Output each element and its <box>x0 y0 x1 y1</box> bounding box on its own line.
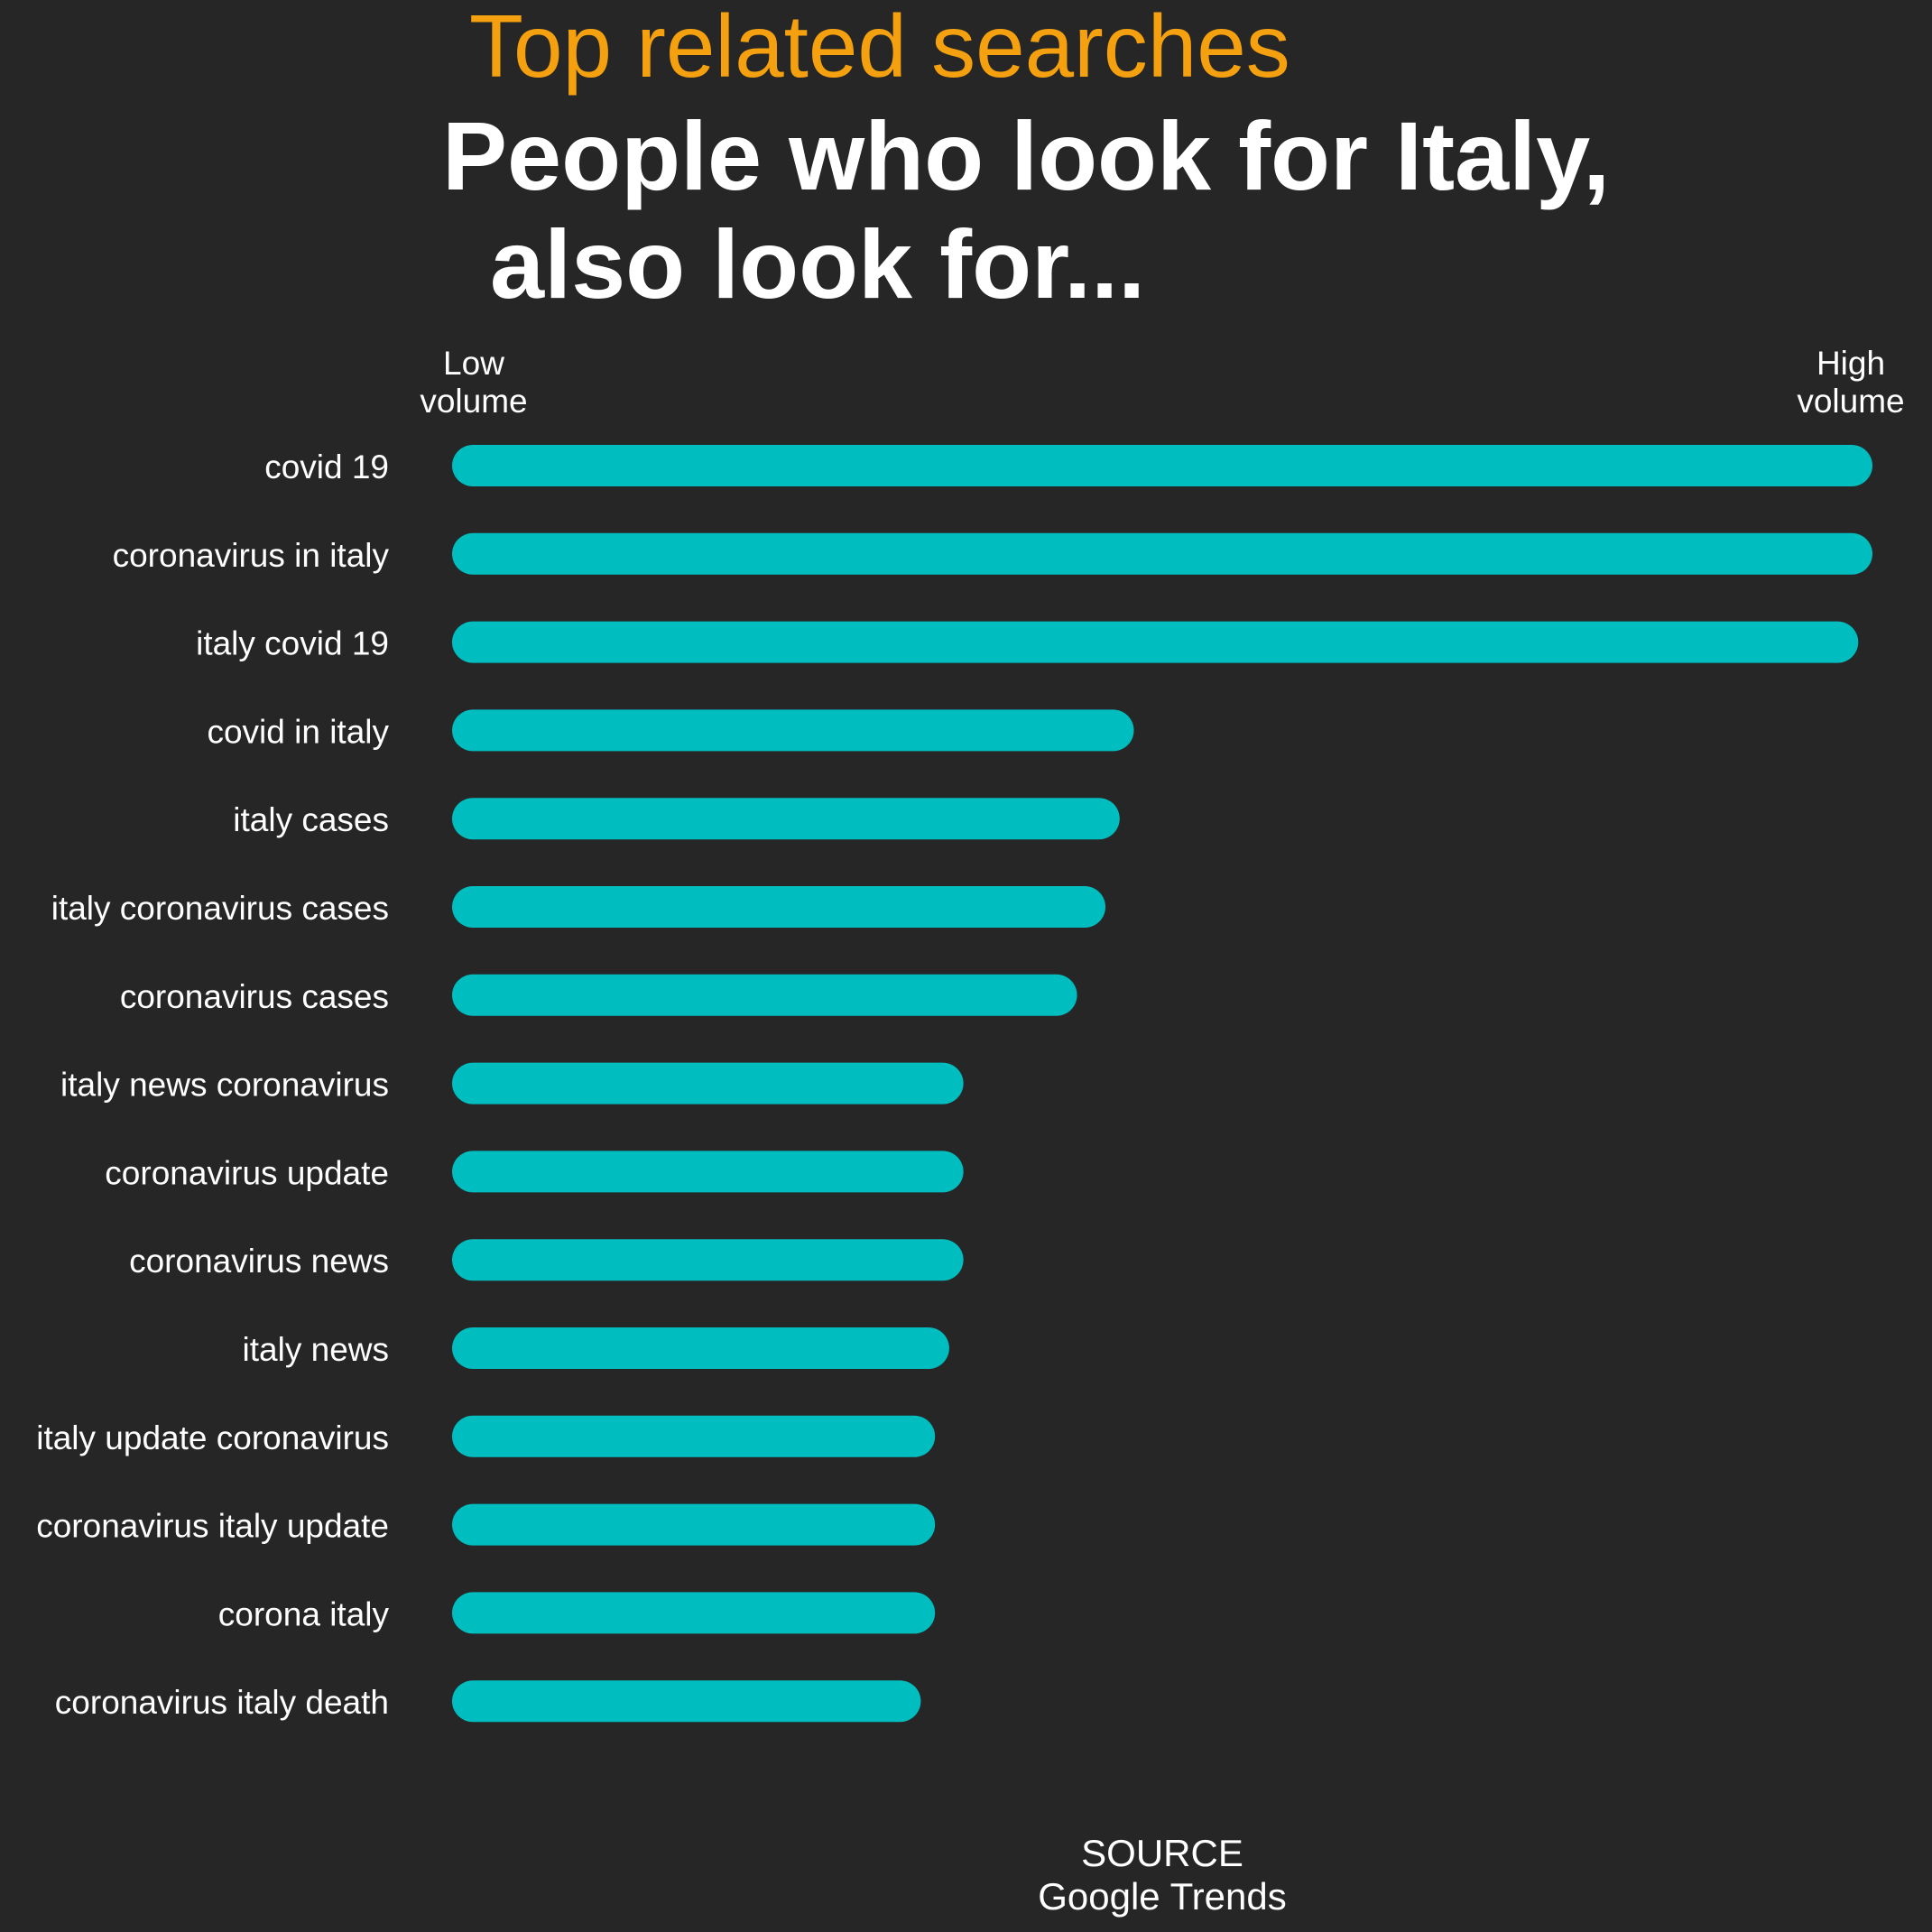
source-label: SOURCE <box>1081 1832 1243 1874</box>
axis-low-label-line-1: Low <box>443 345 504 382</box>
chart-title: Top related searches <box>469 0 1290 96</box>
bar <box>452 1062 964 1105</box>
category-label: italy news coronavirus <box>60 1067 389 1104</box>
bar <box>452 1239 964 1281</box>
category-label: covid 19 <box>264 448 389 485</box>
bar <box>452 532 1872 575</box>
source-name: Google Trends <box>1038 1875 1287 1918</box>
bar <box>452 1592 936 1634</box>
category-label: coronavirus in italy <box>113 537 390 574</box>
bar <box>452 709 1134 752</box>
bar <box>452 445 1872 486</box>
bar-group: covid 19 coronavirus in italy italy covid … <box>36 445 1872 1723</box>
bar <box>452 1151 964 1193</box>
bar <box>452 1680 921 1723</box>
category-label: italy cases <box>233 801 389 838</box>
chart-subtitle-line-2: also look for... <box>490 209 1145 319</box>
bar <box>452 1327 949 1369</box>
category-label: italy news <box>243 1331 389 1368</box>
axis-high-label-line-1: High <box>1816 345 1885 382</box>
category-label: italy coronavirus cases <box>51 890 389 927</box>
category-label: coronavirus cases <box>120 978 389 1015</box>
category-label: corona italy <box>218 1595 390 1632</box>
bar <box>452 798 1120 840</box>
axis-high-label-line-2: volume <box>1797 383 1904 420</box>
bar <box>452 621 1859 663</box>
category-label: coronavirus news <box>129 1243 389 1280</box>
category-label: coronavirus italy update <box>36 1508 389 1545</box>
bar <box>452 1503 936 1546</box>
category-label: coronavirus update <box>105 1154 389 1191</box>
bar <box>452 974 1077 1016</box>
chart-subtitle-line-1: People who look for Italy, <box>442 101 1610 210</box>
category-label: coronavirus italy death <box>55 1684 389 1721</box>
category-label: covid in italy <box>207 713 389 750</box>
axis-low-label-line-2: volume <box>420 383 527 420</box>
bar <box>452 886 1106 928</box>
category-label: italy covid 19 <box>196 625 389 662</box>
category-label: italy update coronavirus <box>36 1419 389 1456</box>
bar <box>452 1415 936 1457</box>
